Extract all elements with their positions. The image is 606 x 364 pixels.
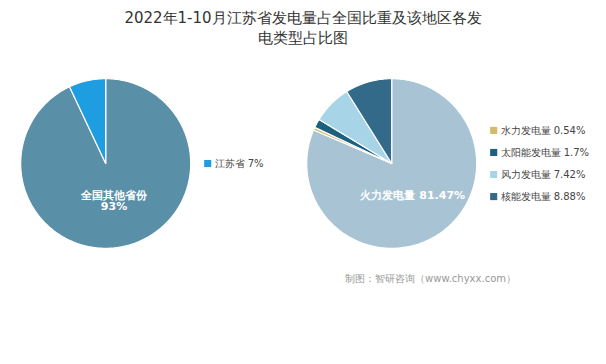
svg-text:核能发电量 8.88%: 核能发电量 8.88%: [500, 191, 586, 202]
html-text:2022年1-10月江苏省发电量占全国比重及该地区各发 电类: 2022年1-10月江苏省发电量占全国比重及该地区各发 电类型占比图: [124, 9, 482, 47]
svg-text:太阳能发电量 1.7%: 太阳能发电量 1.7%: [501, 147, 590, 158]
svg-text:水力发电量 0.54%: 水力发电量 0.54%: [501, 125, 586, 136]
svg-text:全国其他省份93%: 全国其他省份93%: [80, 189, 148, 213]
svg-text:火力发电量 81.47%: 火力发电量 81.47%: [360, 189, 465, 202]
html-text:制图：智研咨询（www.chyxx.com）: 制图：智研咨询（www.chyxx.com）: [345, 273, 516, 284]
svg-text:江苏省 7%: 江苏省 7%: [215, 158, 264, 169]
svg-text:风力发电量 7.42%: 风力发电量 7.42%: [501, 169, 586, 180]
